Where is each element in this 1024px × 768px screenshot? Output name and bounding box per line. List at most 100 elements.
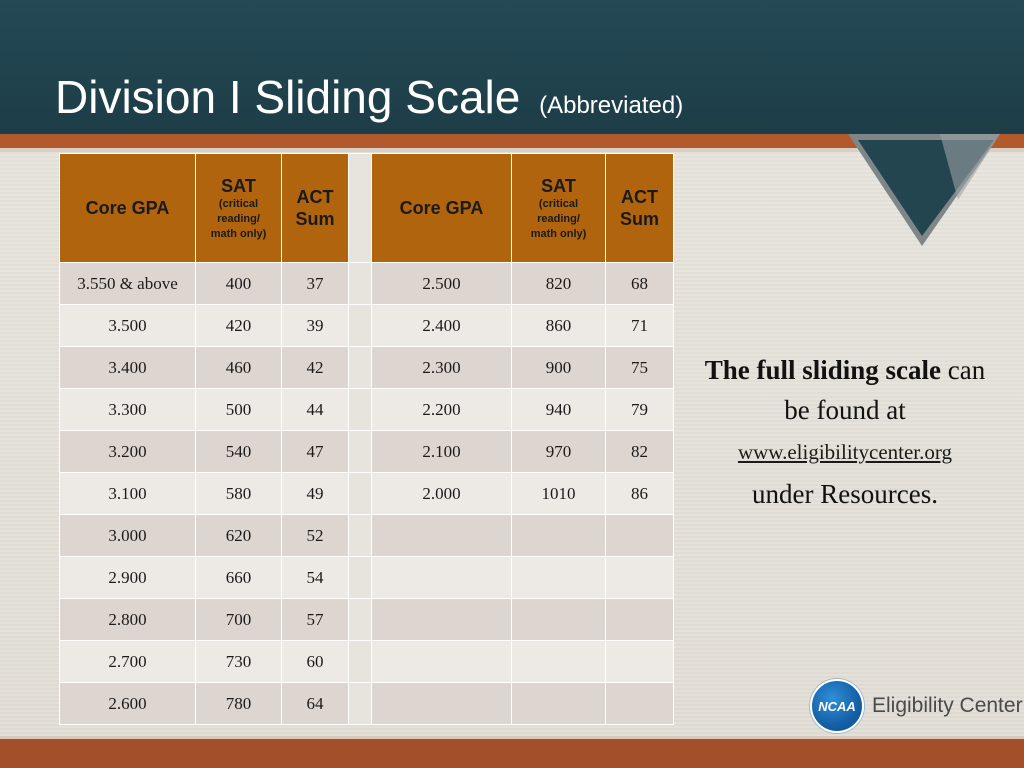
header-sat-2: SAT (critical reading/ math only) (511, 153, 606, 263)
cell-sat: 780 (195, 682, 282, 725)
cell-sat: 580 (195, 472, 282, 515)
table-row: 2.800 700 57 (59, 598, 674, 641)
header-core-gpa-2: Core GPA (371, 153, 512, 263)
column-gap (348, 682, 372, 725)
sliding-scale-table: Core GPA SAT (critical reading/ math onl… (59, 153, 674, 725)
column-gap (348, 598, 372, 641)
cell-act-2: 82 (605, 430, 674, 473)
column-gap (348, 472, 372, 515)
cell-act-2 (605, 682, 674, 725)
footer-highlight (0, 736, 1024, 739)
cell-sat: 620 (195, 514, 282, 557)
title-bar (0, 0, 1024, 134)
column-gap (348, 304, 372, 347)
table-row: 3.500 420 39 2.400 860 71 (59, 304, 674, 347)
cell-sat-2: 940 (511, 388, 606, 431)
cell-act-2: 68 (605, 262, 674, 305)
table-row: 3.400 460 42 2.300 900 75 (59, 346, 674, 389)
cell-core-gpa: 3.200 (59, 430, 196, 473)
table-row: 3.100 580 49 2.000 1010 86 (59, 472, 674, 515)
cell-sat: 540 (195, 430, 282, 473)
header-core-gpa: Core GPA (59, 153, 196, 263)
cell-act-2 (605, 598, 674, 641)
cell-sat-2: 820 (511, 262, 606, 305)
cell-core-gpa-2 (371, 640, 512, 683)
column-gap (348, 153, 372, 263)
column-gap (348, 514, 372, 557)
cell-sat: 730 (195, 640, 282, 683)
cell-sat-2 (511, 682, 606, 725)
cell-act: 57 (281, 598, 349, 641)
column-gap (348, 556, 372, 599)
cell-sat: 500 (195, 388, 282, 431)
cell-act-2: 86 (605, 472, 674, 515)
eligibility-center-link[interactable]: www.eligibilitycenter.org (737, 440, 953, 464)
cell-sat-2 (511, 556, 606, 599)
cell-core-gpa: 3.500 (59, 304, 196, 347)
cell-core-gpa-2 (371, 556, 512, 599)
note-bold: The full sliding scale (704, 355, 942, 385)
cell-core-gpa: 2.700 (59, 640, 196, 683)
column-gap (348, 640, 372, 683)
cell-core-gpa-2: 2.100 (371, 430, 512, 473)
cell-act: 54 (281, 556, 349, 599)
cell-core-gpa: 3.100 (59, 472, 196, 515)
note-text: can be found at (784, 355, 986, 425)
cell-sat-2: 970 (511, 430, 606, 473)
logo-text: Eligibility Center (872, 694, 1023, 717)
cell-act-2: 79 (605, 388, 674, 431)
table-row: 3.300 500 44 2.200 940 79 (59, 388, 674, 431)
cell-core-gpa-2 (371, 598, 512, 641)
header-act-sum: ACT Sum (281, 153, 349, 263)
cell-sat-2 (511, 598, 606, 641)
title-stripe (0, 134, 1024, 148)
cell-sat-2: 1010 (511, 472, 606, 515)
cell-sat: 400 (195, 262, 282, 305)
cell-act-2 (605, 640, 674, 683)
column-gap (348, 388, 372, 431)
title-stripe-highlight (0, 148, 1024, 152)
column-gap (348, 430, 372, 473)
note-tail: under Resources. (752, 479, 938, 509)
table-row: 3.550 & above 400 37 2.500 820 68 (59, 262, 674, 305)
cell-sat: 420 (195, 304, 282, 347)
full-scale-note: The full sliding scale can be found at w… (692, 350, 998, 514)
slide-title-main: Division I Sliding Scale (55, 71, 521, 123)
cell-act: 42 (281, 346, 349, 389)
cell-act: 60 (281, 640, 349, 683)
header-act-sum-2: ACT Sum (605, 153, 674, 263)
table-row: 2.600 780 64 (59, 682, 674, 725)
cell-sat: 660 (195, 556, 282, 599)
cell-sat: 460 (195, 346, 282, 389)
table-row: 3.000 620 52 (59, 514, 674, 557)
cell-act-2: 75 (605, 346, 674, 389)
cell-act-2 (605, 514, 674, 557)
cell-act: 37 (281, 262, 349, 305)
cell-sat-2 (511, 640, 606, 683)
cell-act: 47 (281, 430, 349, 473)
table-body: 3.550 & above 400 37 2.500 820 68 3.500 420 39 2.… (59, 262, 674, 725)
chevron-decoration (848, 134, 1000, 246)
cell-core-gpa: 2.900 (59, 556, 196, 599)
footer-bar (0, 739, 1024, 768)
cell-act: 39 (281, 304, 349, 347)
cell-act-2: 71 (605, 304, 674, 347)
cell-sat-2: 860 (511, 304, 606, 347)
table-row: 3.200 540 47 2.100 970 82 (59, 430, 674, 473)
table-row: 2.700 730 60 (59, 640, 674, 683)
cell-core-gpa: 3.550 & above (59, 262, 196, 305)
cell-act: 64 (281, 682, 349, 725)
cell-core-gpa-2: 2.500 (371, 262, 512, 305)
cell-core-gpa-2: 2.300 (371, 346, 512, 389)
cell-core-gpa-2 (371, 514, 512, 557)
cell-act-2 (605, 556, 674, 599)
ncaa-badge-icon: NCAA (810, 679, 864, 733)
cell-act: 49 (281, 472, 349, 515)
header-sat: SAT (critical reading/ math only) (195, 153, 282, 263)
cell-core-gpa-2: 2.400 (371, 304, 512, 347)
slide-title-subtitle: (Abbreviated) (539, 92, 684, 119)
table-header-row: Core GPA SAT (critical reading/ math onl… (59, 153, 674, 263)
cell-core-gpa: 3.000 (59, 514, 196, 557)
cell-core-gpa: 2.800 (59, 598, 196, 641)
cell-sat: 700 (195, 598, 282, 641)
